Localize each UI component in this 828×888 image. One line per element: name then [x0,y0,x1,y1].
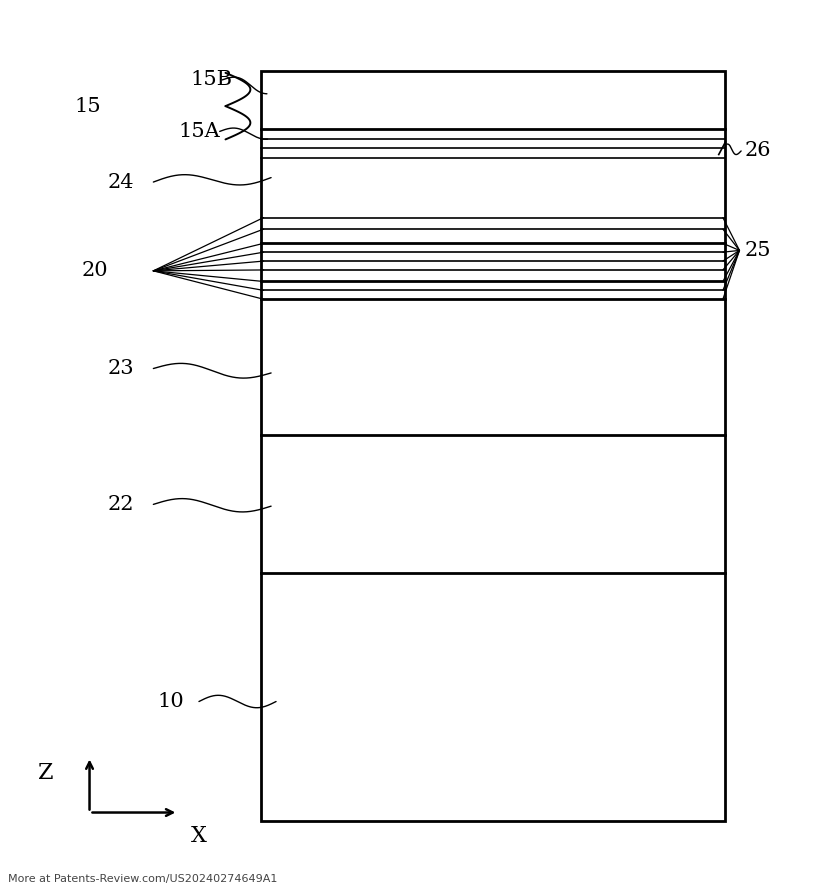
Text: 22: 22 [108,495,134,514]
Text: 15A: 15A [178,122,219,141]
Text: 23: 23 [108,359,134,378]
Text: More at Patents-Review.com/US20240274649A1: More at Patents-Review.com/US20240274649… [8,874,277,884]
Text: 10: 10 [157,692,184,711]
Text: 20: 20 [81,261,108,281]
Text: 15: 15 [75,97,101,116]
Bar [261,71,724,821]
Text: Z: Z [38,762,54,783]
Text: X: X [190,826,206,847]
Text: 25: 25 [744,241,770,260]
Text: 24: 24 [108,172,134,192]
Text: 26: 26 [744,141,770,161]
Text: 15B: 15B [190,70,233,90]
